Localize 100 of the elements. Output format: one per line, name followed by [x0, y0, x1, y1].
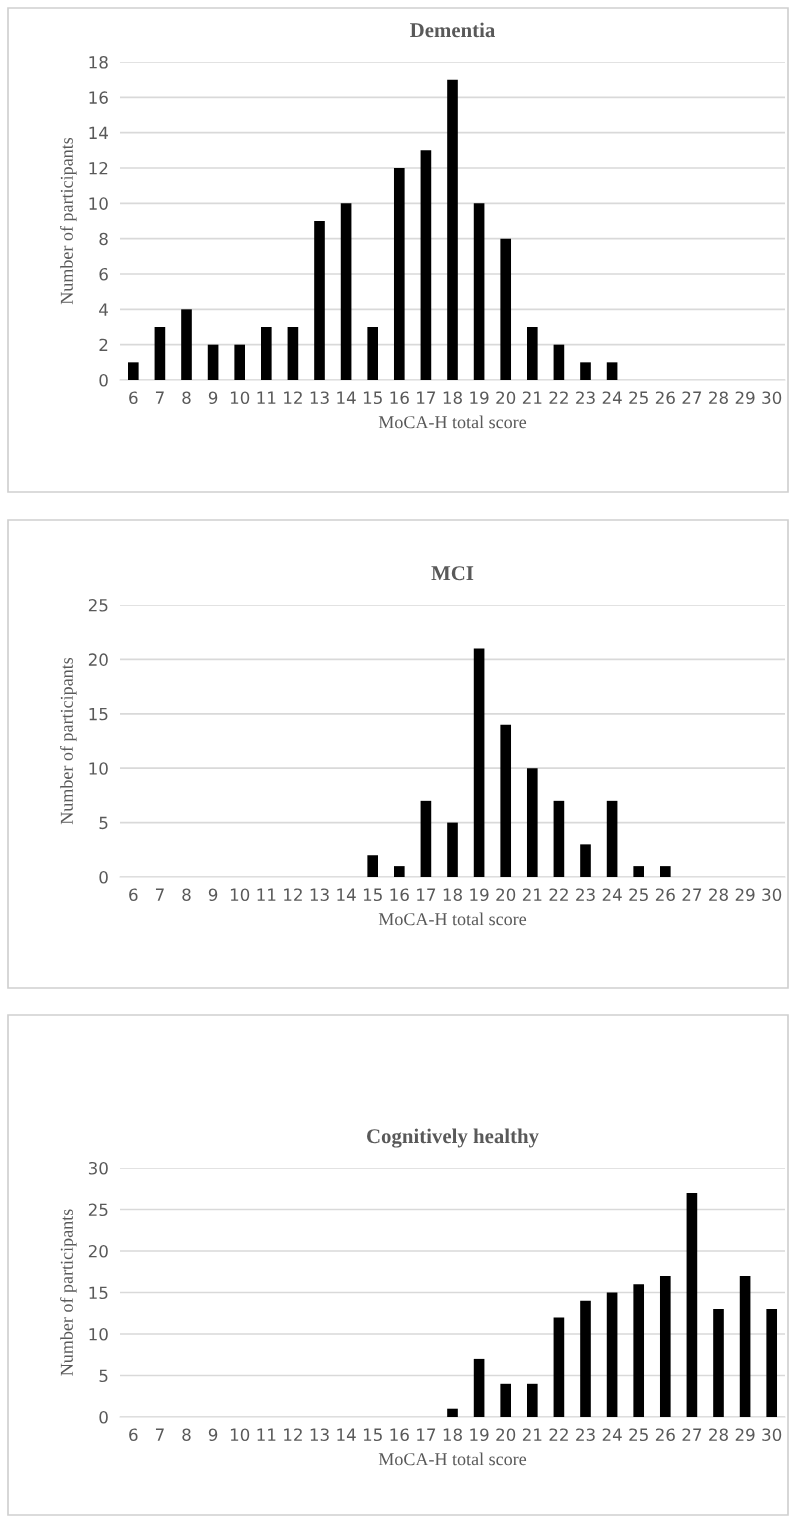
y-tick-label: 20 — [88, 653, 108, 666]
bar — [447, 822, 458, 877]
x-tick-label: 22 — [549, 1428, 568, 1441]
x-tick-label: 16 — [390, 1428, 409, 1442]
x-tick-label: 17 — [417, 391, 436, 404]
y-axis-title: Number of participants — [60, 657, 77, 825]
chart-title: Dementia — [410, 22, 495, 38]
x-tick-label: 15 — [363, 888, 382, 902]
x-tick-label: 14 — [337, 391, 356, 404]
y-tick-label: 10 — [89, 197, 108, 210]
bar — [234, 344, 246, 380]
x-tick-label: 24 — [602, 1428, 622, 1441]
y-axis-title: Number of participants — [60, 137, 77, 305]
x-tick-label: 11 — [257, 391, 276, 404]
bar — [633, 866, 645, 877]
bar — [207, 344, 219, 380]
x-tick-label: 12 — [284, 1428, 302, 1441]
x-tick-label: 6 — [129, 391, 138, 405]
x-axis-title: MoCA-H total score — [378, 912, 527, 926]
x-tick-label: 9 — [208, 1428, 218, 1442]
bar — [633, 1284, 645, 1417]
x-tick-label: 10 — [230, 888, 250, 902]
bar — [367, 855, 379, 877]
x-tick-label: 27 — [682, 391, 702, 404]
bar — [580, 362, 591, 380]
x-tick-label: 17 — [417, 1428, 436, 1441]
bar — [447, 79, 458, 380]
x-tick-label: 11 — [257, 1428, 276, 1441]
y-tick-label: 6 — [99, 267, 108, 281]
bar — [127, 362, 139, 380]
bar — [659, 866, 671, 877]
bar — [526, 1383, 538, 1417]
y-tick-label: 14 — [89, 126, 108, 139]
x-tick-label: 29 — [735, 888, 755, 902]
y-tick-label: 0 — [99, 373, 108, 387]
y-tick-label: 15 — [89, 707, 108, 721]
x-tick-label: 20 — [496, 888, 516, 902]
y-tick-label: 16 — [89, 91, 108, 104]
y-tick-label: 15 — [89, 1286, 108, 1300]
x-tick-label: 24 — [602, 391, 622, 404]
x-tick-label: 10 — [230, 1428, 250, 1442]
x-tick-label: 17 — [417, 888, 436, 901]
x-tick-label: 25 — [629, 391, 648, 405]
x-tick-label: 21 — [522, 391, 542, 404]
chart-title: MCI — [431, 566, 474, 581]
x-tick-label: 18 — [443, 391, 462, 405]
bar — [500, 1383, 512, 1417]
x-tick-label: 8 — [182, 391, 191, 405]
y-tick-label: 18 — [89, 55, 108, 69]
x-tick-label: 14 — [337, 1428, 356, 1441]
x-tick-label: 8 — [182, 888, 191, 902]
x-tick-label: 13 — [310, 1428, 329, 1442]
x-tick-label: 22 — [549, 888, 568, 901]
x-axis-title: MoCA-H total score — [378, 1452, 527, 1466]
y-tick-label: 25 — [88, 598, 108, 612]
bar — [473, 1358, 485, 1417]
x-tick-label: 7 — [155, 888, 164, 901]
x-tick-label: 8 — [182, 1428, 191, 1442]
x-tick-label: 9 — [208, 391, 218, 405]
bar — [713, 1309, 724, 1417]
bar — [154, 327, 166, 380]
x-tick-label: 7 — [155, 1428, 164, 1441]
bar — [526, 327, 538, 380]
bar — [500, 724, 512, 877]
y-tick-label: 8 — [99, 232, 108, 246]
y-tick-label: 12 — [89, 161, 108, 175]
bar — [420, 800, 432, 877]
chart-title: Cognitively healthy — [367, 1128, 539, 1148]
bar — [580, 844, 591, 877]
bar — [686, 1192, 698, 1417]
x-tick-label: 26 — [655, 1428, 675, 1442]
bar — [766, 1309, 778, 1417]
y-tick-label: 5 — [99, 1369, 108, 1383]
x-tick-label: 21 — [522, 888, 542, 901]
bar — [606, 800, 618, 877]
bar — [260, 327, 272, 380]
bar — [659, 1275, 671, 1417]
x-tick-label: 16 — [390, 888, 409, 902]
x-tick-label: 29 — [735, 1428, 755, 1442]
x-tick-label: 23 — [576, 888, 595, 902]
y-tick-label: 10 — [89, 762, 108, 775]
bar — [367, 327, 379, 380]
bar — [739, 1275, 751, 1417]
bar — [526, 768, 538, 877]
x-tick-label: 9 — [208, 888, 218, 902]
x-tick-label: 19 — [470, 391, 489, 405]
x-tick-label: 30 — [762, 1428, 782, 1442]
x-tick-label: 13 — [310, 391, 329, 405]
bar — [181, 309, 192, 380]
y-tick-label: 5 — [99, 816, 108, 830]
x-tick-label: 27 — [682, 1428, 702, 1441]
bar — [553, 1317, 565, 1417]
bar — [420, 150, 432, 380]
bar — [447, 1408, 458, 1417]
x-tick-label: 30 — [762, 888, 782, 902]
x-tick-label: 10 — [230, 391, 250, 405]
x-tick-label: 15 — [363, 1428, 382, 1442]
x-tick-label: 20 — [496, 391, 516, 405]
bar — [393, 168, 405, 380]
bar — [473, 203, 485, 380]
